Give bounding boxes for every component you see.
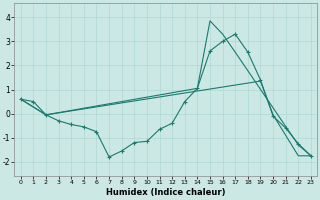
X-axis label: Humidex (Indice chaleur): Humidex (Indice chaleur) [106, 188, 226, 197]
